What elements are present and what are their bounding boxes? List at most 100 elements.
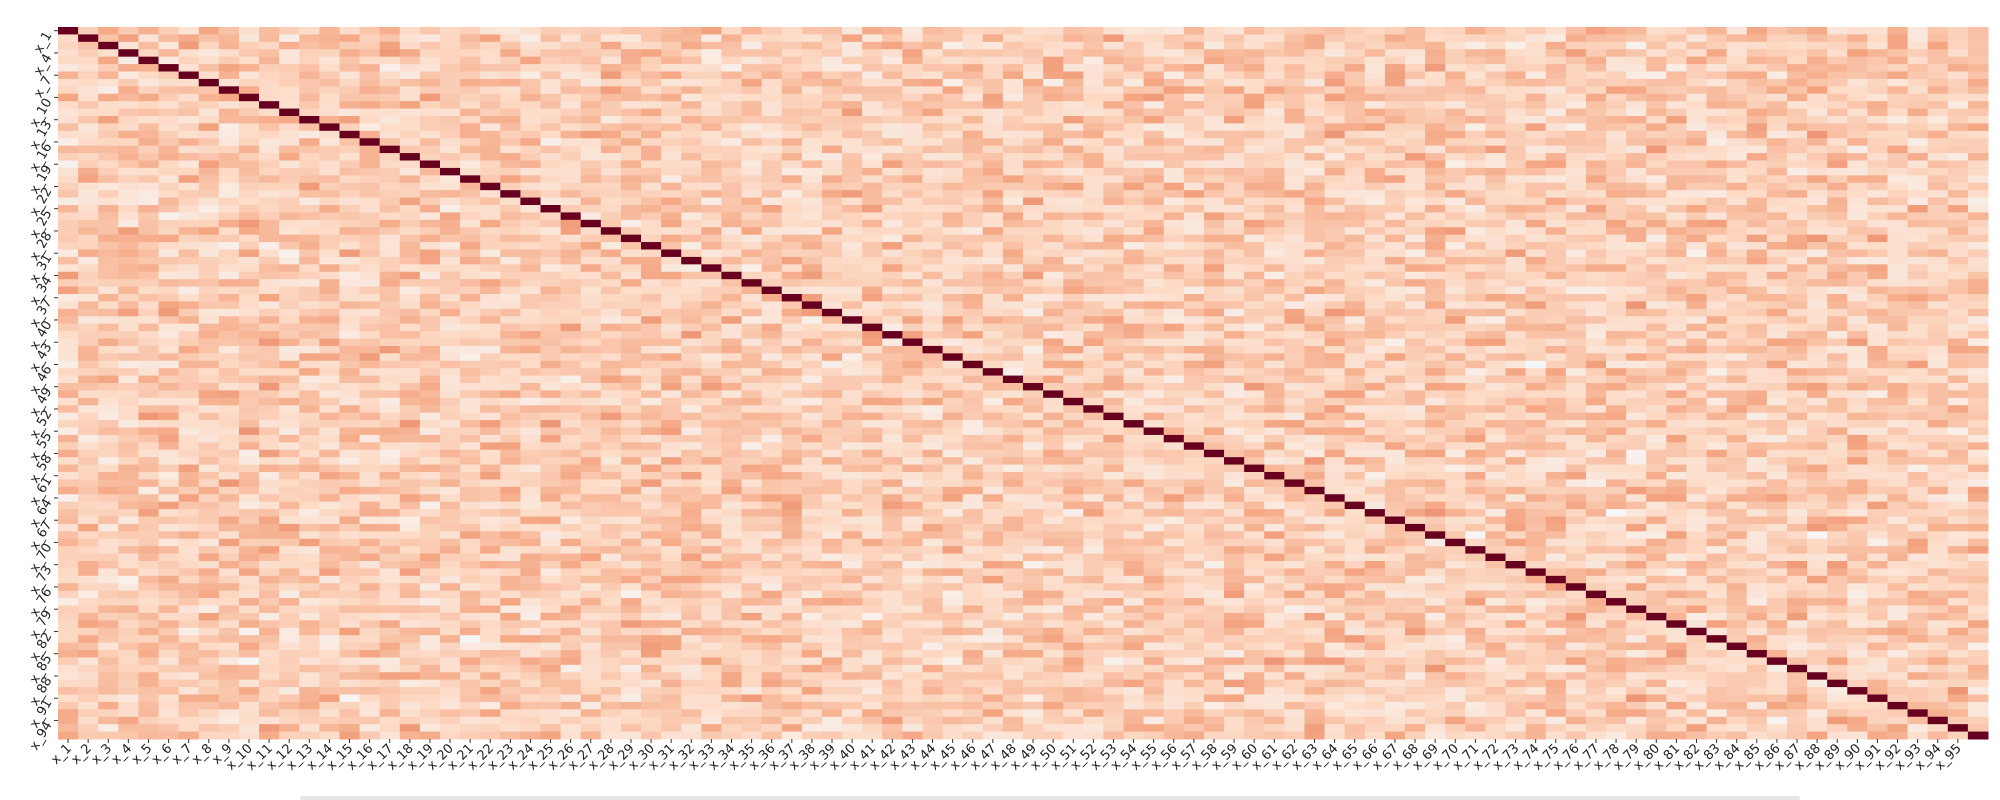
heatmap-cell <box>1686 301 1708 310</box>
heatmap-cell <box>801 197 823 206</box>
heatmap-cell <box>1827 331 1848 339</box>
heatmap-cell <box>902 360 923 369</box>
heatmap-cell <box>1123 34 1145 43</box>
heatmap-cell <box>1927 375 1949 384</box>
heatmap-cell <box>1244 108 1265 117</box>
heatmap-cell <box>1203 64 1225 72</box>
heatmap-cell <box>1465 375 1486 384</box>
heatmap-cell <box>98 256 119 265</box>
heatmap-cell <box>600 160 622 169</box>
heatmap-cell <box>1807 123 1828 132</box>
heatmap-diagonal-cell <box>178 71 200 80</box>
heatmap-cell <box>942 360 964 369</box>
heatmap-cell <box>1364 353 1386 362</box>
heatmap-cell <box>580 353 602 362</box>
heatmap-cell <box>1203 242 1225 250</box>
heatmap-cell <box>600 175 622 184</box>
heatmap-cell <box>661 34 682 43</box>
heatmap-cell <box>862 197 883 206</box>
heatmap-cell <box>299 219 320 228</box>
heatmap-cell <box>661 279 682 288</box>
heatmap-cell <box>962 256 984 265</box>
heatmap-cell <box>1867 271 1888 280</box>
heatmap-cell <box>379 116 401 124</box>
heatmap-cell <box>1304 242 1326 250</box>
heatmap-cell <box>279 41 300 50</box>
heatmap-cell <box>661 86 682 95</box>
heatmap-cell <box>98 368 119 377</box>
heatmap-cell <box>1163 264 1185 273</box>
heatmap-cell <box>419 331 441 339</box>
heatmap-cell <box>1666 331 1687 339</box>
heatmap-cell <box>198 264 220 273</box>
heatmap-cell <box>1626 331 1647 339</box>
heatmap-cell <box>1344 353 1366 362</box>
heatmap-cell <box>1505 219 1527 228</box>
heatmap-cell <box>1445 116 1466 124</box>
heatmap-cell <box>460 93 481 102</box>
heatmap-cell <box>1907 219 1929 228</box>
heatmap-cell <box>1284 390 1305 399</box>
heatmap-cell <box>1063 123 1084 132</box>
heatmap-cell <box>1384 49 1406 58</box>
heatmap-cell <box>178 264 200 273</box>
heatmap-cell <box>1103 78 1125 87</box>
heatmap-cell <box>1746 56 1768 65</box>
heatmap-cell <box>1002 197 1024 206</box>
heatmap-cell <box>1786 116 1808 124</box>
heatmap-cell <box>721 27 743 35</box>
heatmap-cell <box>1545 368 1567 377</box>
heatmap-cell <box>158 49 180 58</box>
heatmap-cell <box>319 390 340 399</box>
heatmap-cell <box>1123 249 1145 258</box>
heatmap-cell <box>218 212 240 221</box>
heatmap-cell <box>1686 338 1708 347</box>
heatmap-cell <box>500 308 521 317</box>
heatmap-cell <box>1324 108 1346 117</box>
heatmap-cell <box>1485 308 1506 317</box>
heatmap-cell <box>681 353 702 362</box>
heatmap-cell <box>620 64 642 72</box>
heatmap-cell <box>1465 368 1486 377</box>
heatmap-cell <box>118 397 139 406</box>
heatmap-cell <box>540 41 562 50</box>
heatmap-cell <box>419 383 441 391</box>
heatmap-cell <box>761 279 783 288</box>
heatmap-cell <box>1344 49 1366 58</box>
heatmap-cell <box>1364 271 1386 280</box>
heatmap-cell <box>902 242 923 250</box>
heatmap-cell <box>801 160 823 169</box>
heatmap-cell <box>259 197 280 206</box>
heatmap-cell <box>721 375 743 384</box>
heatmap-cell <box>661 160 682 169</box>
heatmap-cell <box>922 34 944 43</box>
heatmap-cell <box>1867 71 1888 80</box>
heatmap-cell <box>1364 175 1386 184</box>
heatmap-cell <box>1766 264 1788 273</box>
heatmap-cell <box>419 167 441 176</box>
heatmap-cell <box>359 190 381 199</box>
heatmap-cell <box>560 345 582 354</box>
heatmap-cell <box>1023 271 1044 280</box>
heatmap-cell <box>1887 353 1909 362</box>
heatmap-cell <box>1043 383 1064 391</box>
heatmap-cell <box>158 271 180 280</box>
heatmap-cell <box>801 294 823 302</box>
heatmap-cell <box>379 338 401 347</box>
heatmap-cell <box>319 316 340 325</box>
heatmap-cell <box>138 279 160 288</box>
heatmap-cell <box>781 182 803 191</box>
heatmap-cell <box>299 49 320 58</box>
heatmap-cell <box>1284 242 1305 250</box>
heatmap-cell <box>1002 175 1024 184</box>
heatmap-cell <box>259 390 280 399</box>
heatmap-cell <box>1606 153 1627 161</box>
heatmap-cell <box>158 256 180 265</box>
heatmap-cell <box>1867 397 1888 406</box>
heatmap-cell <box>319 368 340 377</box>
heatmap-cell <box>1043 160 1064 169</box>
heatmap-cell <box>1626 271 1647 280</box>
heatmap-cell <box>580 279 602 288</box>
heatmap-cell <box>439 138 461 147</box>
heatmap-cell <box>761 405 783 414</box>
